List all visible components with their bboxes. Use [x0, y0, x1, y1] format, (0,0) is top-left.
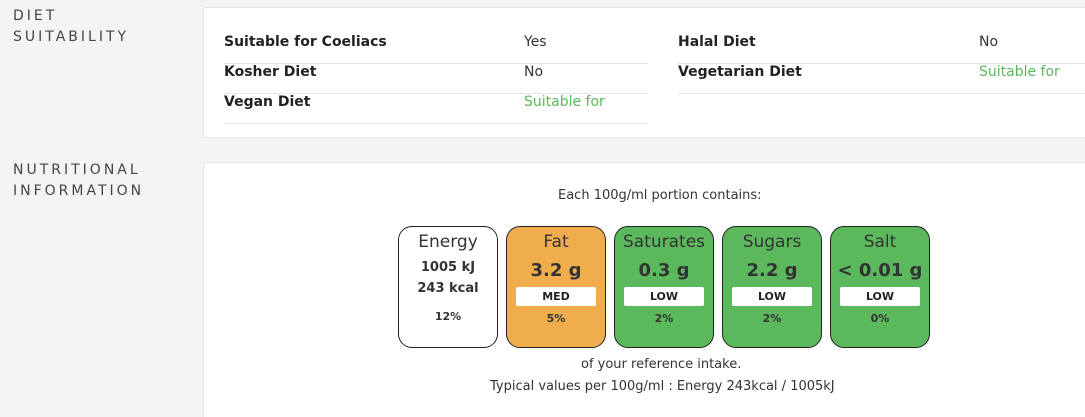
tile-band: MED — [516, 287, 596, 306]
diet-value: No — [524, 64, 544, 80]
fat-tile: Fat 3.2 g MED 5% — [506, 226, 606, 348]
tile-amount: 3.2 g — [530, 260, 582, 281]
tile-name: Energy — [418, 232, 478, 252]
tile-name: Saturates — [622, 232, 706, 252]
sugars-tile: Sugars 2.2 g LOW 2% — [722, 226, 822, 348]
reference-intake-text: of your reference intake. — [581, 357, 742, 372]
diet-row-vegetarian: Vegetarian Diet Suitable for — [678, 64, 1085, 94]
diet-label: Halal Diet — [678, 34, 756, 50]
energy-kcal: 243 kcal — [417, 281, 479, 296]
diet-section-heading: DIET SUITABILITY — [13, 8, 130, 45]
diet-value: No — [979, 34, 999, 50]
diet-suitability-card: Suitable for Coeliacs Yes Kosher Diet No… — [203, 7, 1085, 138]
diet-value: Yes — [524, 34, 547, 50]
diet-label: Suitable for Coeliacs — [224, 34, 387, 50]
diet-column-right: Halal Diet No Vegetarian Diet Suitable f… — [678, 34, 1085, 94]
tile-name: Sugars — [742, 232, 802, 252]
typical-values-text: Typical values per 100g/ml : Energy 243k… — [490, 379, 835, 394]
energy-tile: Energy 1005 kJ 243 kcal 12% — [398, 226, 498, 348]
diet-value: Suitable for — [524, 94, 605, 110]
nutrition-section-heading: NUTRITIONAL INFORMATION — [13, 162, 145, 199]
portion-text: Each 100g/ml portion contains: — [558, 188, 762, 203]
diet-label: Vegan Diet — [224, 94, 311, 110]
energy-kj: 1005 kJ — [420, 260, 476, 275]
tile-name: Salt — [863, 232, 897, 252]
diet-label: Kosher Diet — [224, 64, 317, 80]
diet-column-left: Suitable for Coeliacs Yes Kosher Diet No… — [224, 34, 648, 124]
tile-amount: 0.3 g — [638, 260, 690, 281]
tile-amount: < 0.01 g — [837, 260, 923, 281]
diet-label: Vegetarian Diet — [678, 64, 802, 80]
tile-band: LOW — [732, 287, 812, 306]
tile-percent: 2% — [762, 312, 782, 325]
tile-percent: 12% — [434, 310, 462, 323]
nutrition-card: Each 100g/ml portion contains: Energy 10… — [203, 162, 1085, 417]
saturates-tile: Saturates 0.3 g LOW 2% — [614, 226, 714, 348]
tile-band: LOW — [624, 287, 704, 306]
diet-value: Suitable for — [979, 64, 1060, 80]
diet-row-vegan: Vegan Diet Suitable for — [224, 94, 648, 124]
tile-percent: 0% — [870, 312, 890, 325]
diet-row-coeliacs: Suitable for Coeliacs Yes — [224, 34, 648, 64]
tile-name: Fat — [543, 232, 569, 252]
tile-percent: 2% — [654, 312, 674, 325]
tile-percent: 5% — [546, 312, 566, 325]
diet-row-kosher: Kosher Diet No — [224, 64, 648, 94]
salt-tile: Salt < 0.01 g LOW 0% — [830, 226, 930, 348]
diet-row-halal: Halal Diet No — [678, 34, 1085, 64]
tile-amount: 2.2 g — [746, 260, 798, 281]
tile-band: LOW — [840, 287, 920, 306]
